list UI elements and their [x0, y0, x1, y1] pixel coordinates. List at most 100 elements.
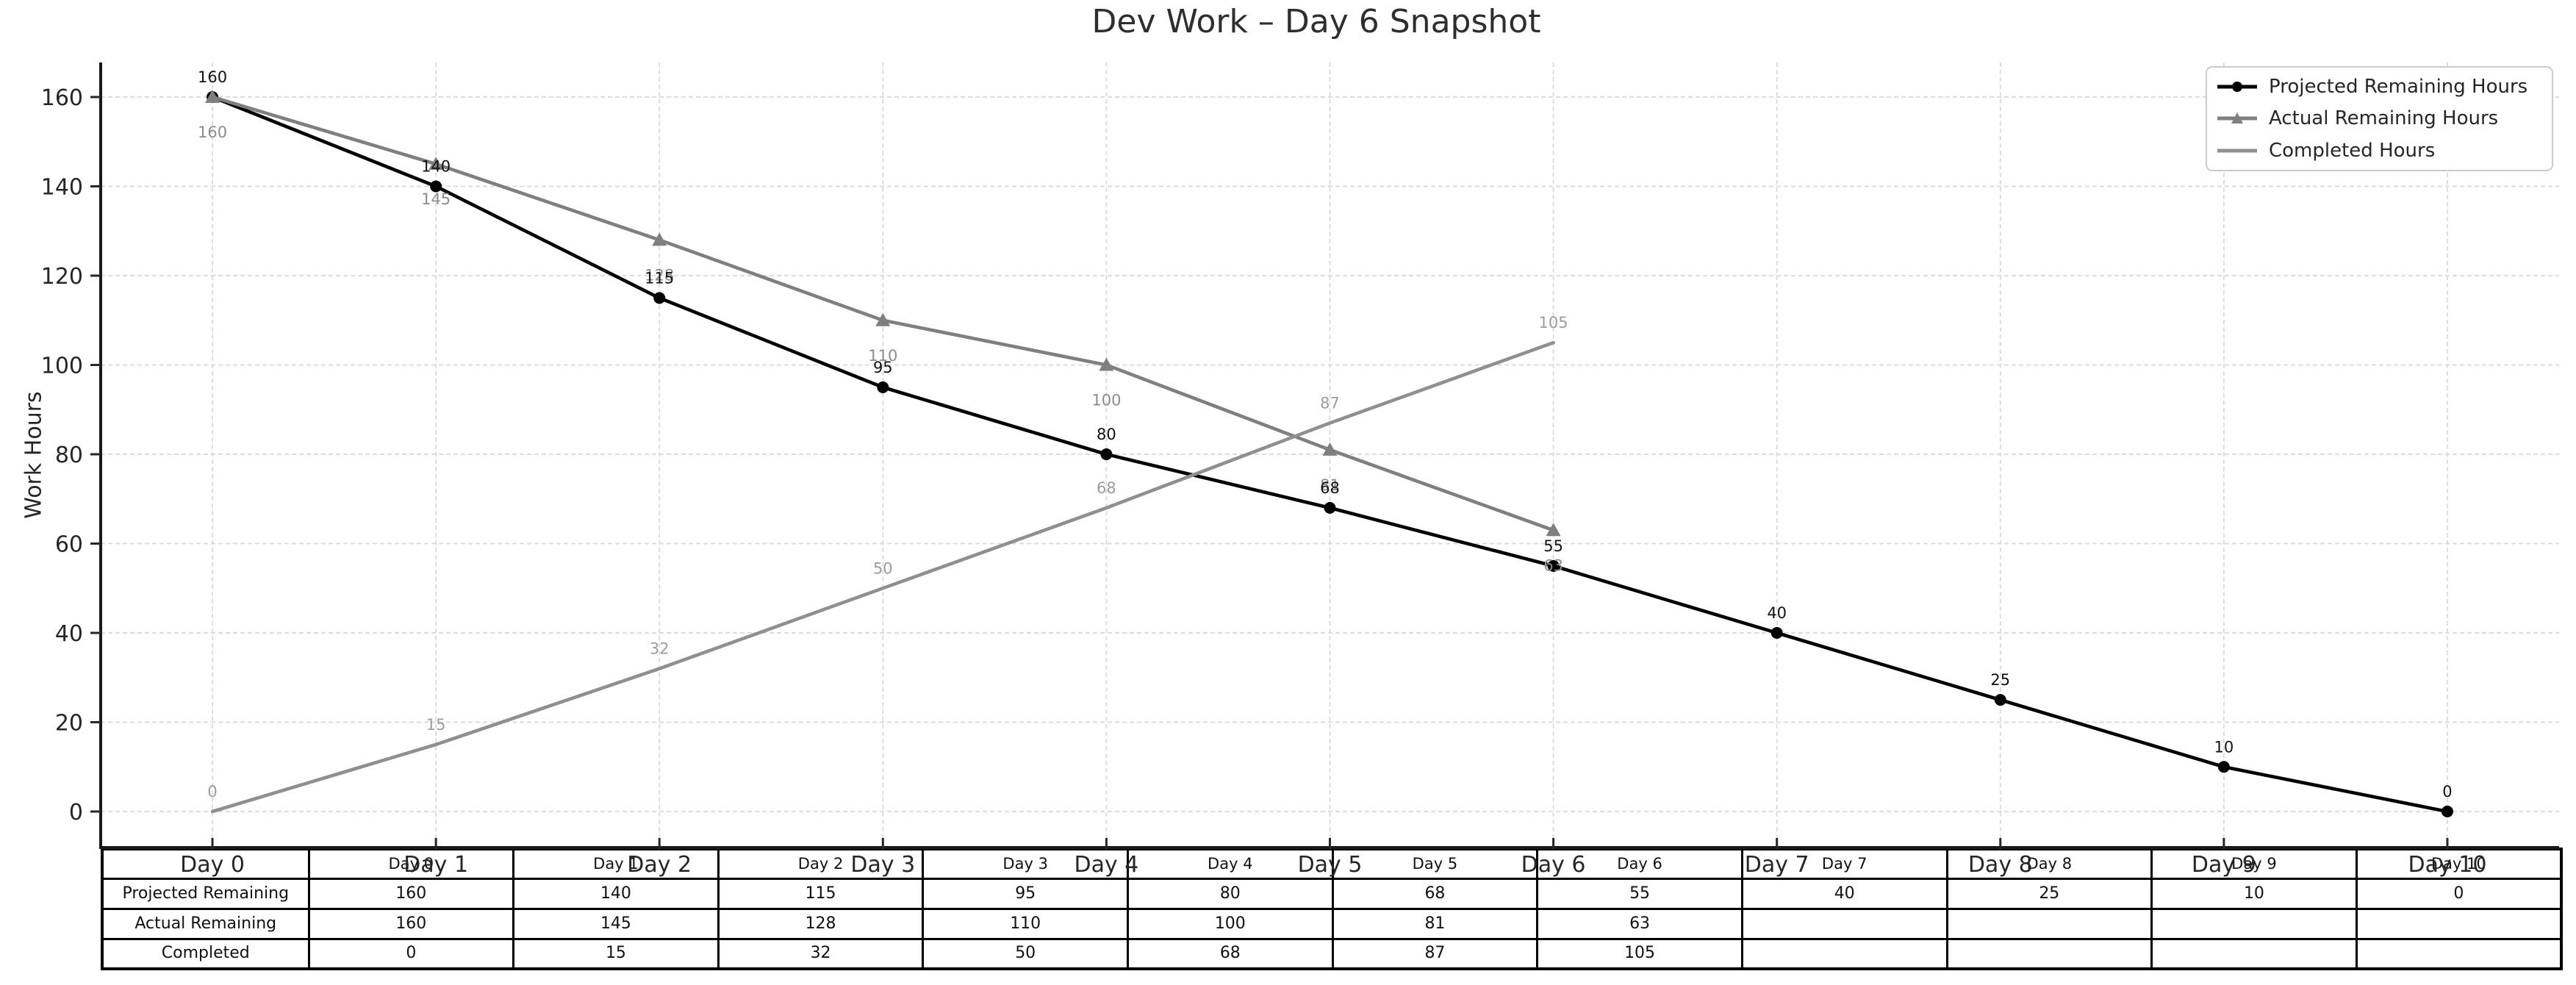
table-cell: 140	[512, 877, 720, 910]
circle-marker	[877, 381, 889, 393]
table-corner-cell	[101, 848, 310, 880]
legend-line-circle-swatch	[2217, 81, 2257, 92]
y-tick-label: 120	[41, 264, 83, 290]
table-cell: 160	[307, 877, 515, 910]
point-label: 100	[1091, 392, 1121, 409]
chart-title: Dev Work – Day 6 Snapshot	[1091, 3, 1541, 40]
circle-marker	[1770, 627, 1783, 639]
table-row-label: Completed	[101, 937, 310, 970]
point-label: 63	[1543, 556, 1563, 574]
point-label: 32	[650, 640, 670, 658]
legend-line-triangle-swatch	[2217, 112, 2257, 124]
table-cell: 25	[1945, 877, 2153, 910]
point-label: 68	[1097, 479, 1116, 497]
point-label: 40	[1767, 604, 1787, 622]
point-label: 25	[1990, 671, 2010, 689]
point-label: 140	[421, 158, 451, 176]
triangle-marker	[428, 157, 444, 171]
series-line	[210, 95, 1555, 532]
table-cell: 40	[1740, 877, 1948, 910]
circle-marker	[2217, 761, 2230, 773]
table-col-header: Day 9	[2150, 848, 2358, 880]
table-cell: 68	[1331, 877, 1539, 910]
table-cell: 95	[922, 877, 1129, 910]
point-label: 55	[1543, 537, 1563, 555]
y-tick-label: 20	[55, 711, 83, 737]
table-cell	[2150, 907, 2358, 940]
legend-item-projected: Projected Remaining Hours	[2216, 76, 2547, 98]
point-labels-completed-hours: 0 15 32 50 68 87 105	[207, 314, 1568, 800]
point-label: 105	[1539, 314, 1568, 332]
series-projected-remaining-hours	[207, 91, 2453, 817]
table-row-label: Projected Remaining	[101, 877, 310, 910]
y-tick-label: 160	[41, 85, 83, 111]
table-cell: 0	[2355, 877, 2563, 910]
point-label: 95	[873, 359, 893, 376]
legend-label: Actual Remaining Hours	[2269, 107, 2499, 130]
table-cell	[2355, 907, 2563, 940]
series-line	[210, 340, 1555, 814]
table-cell: 68	[1127, 937, 1334, 970]
circle-marker	[207, 91, 219, 103]
point-label: 0	[207, 783, 217, 800]
legend: Projected Remaining Hours Actual Remaini…	[2206, 66, 2553, 171]
table-cell: 80	[1127, 877, 1334, 910]
point-label: 110	[868, 347, 897, 365]
legend-line-swatch	[2217, 148, 2257, 153]
table-col-header: Day 2	[717, 848, 925, 880]
table-cell: 63	[1536, 907, 1743, 940]
table-cell: 81	[1331, 907, 1539, 940]
table-cell	[1945, 907, 2153, 940]
y-tick-label: 140	[41, 175, 83, 201]
table-cell: 55	[1536, 877, 1743, 910]
legend-label: Completed Hours	[2269, 140, 2436, 162]
table-col-header: Day 0	[307, 848, 515, 880]
point-label: 50	[873, 559, 893, 577]
table-cell: 100	[1127, 907, 1334, 940]
point-label: 0	[2442, 783, 2452, 800]
table-cell: 87	[1331, 937, 1539, 970]
table-col-header: Day 5	[1331, 848, 1539, 880]
triangle-marker	[875, 312, 891, 326]
point-label: 81	[1320, 476, 1340, 494]
table-cell: 50	[922, 937, 1129, 970]
table-col-header: Day 7	[1740, 848, 1948, 880]
point-label: 15	[426, 716, 446, 734]
data-table-wrap: Day 0 Day 1 Day 2 Day 3 Day 4 Day 5 Day 6 Day 7…	[101, 848, 2563, 970]
circle-marker	[1100, 448, 1113, 460]
point-label: 145	[421, 190, 451, 208]
table-col-header: Day 10	[2355, 848, 2563, 880]
circle-marker	[430, 180, 442, 193]
table-col-header: Day 3	[922, 848, 1129, 880]
legend-item-actual: Actual Remaining Hours	[2216, 107, 2547, 129]
point-label: 160	[198, 123, 227, 141]
table-header-row: Day 0 Day 1 Day 2 Day 3 Day 4 Day 5 Day 6 Day 7…	[101, 848, 2563, 880]
table-col-header: Day 8	[1945, 848, 2153, 880]
y-tick-label: 60	[55, 532, 83, 558]
triangle-marker	[1099, 357, 1114, 371]
triangle-marker	[1322, 442, 1338, 456]
table-cell: 110	[922, 907, 1129, 940]
data-table: Day 0 Day 1 Day 2 Day 3 Day 4 Day 5 Day 6 Day 7…	[101, 848, 2563, 970]
circle-marker	[1547, 559, 1560, 572]
table-cell	[1945, 937, 2153, 970]
table-cell: 32	[717, 937, 925, 970]
triangle-marker	[1546, 523, 1561, 537]
series-completed-hours	[210, 340, 1555, 814]
point-label: 68	[1320, 479, 1340, 497]
table-col-header: Day 1	[512, 848, 720, 880]
table-row-actual-remaining: Actual Remaining 160 145 128 110 100 81 63	[101, 907, 2563, 940]
legend-item-completed: Completed Hours	[2216, 140, 2547, 162]
gridlines	[101, 62, 2559, 848]
point-label: 10	[2214, 738, 2234, 756]
circle-marker	[1994, 694, 2006, 706]
table-row-projected-remaining: Projected Remaining 160 140 115 95 80 68 55 40 25…	[101, 877, 2563, 910]
point-label: 160	[198, 68, 227, 86]
y-tick-label: 0	[69, 800, 83, 825]
table-cell: 0	[307, 937, 515, 970]
table-cell	[1740, 937, 1948, 970]
